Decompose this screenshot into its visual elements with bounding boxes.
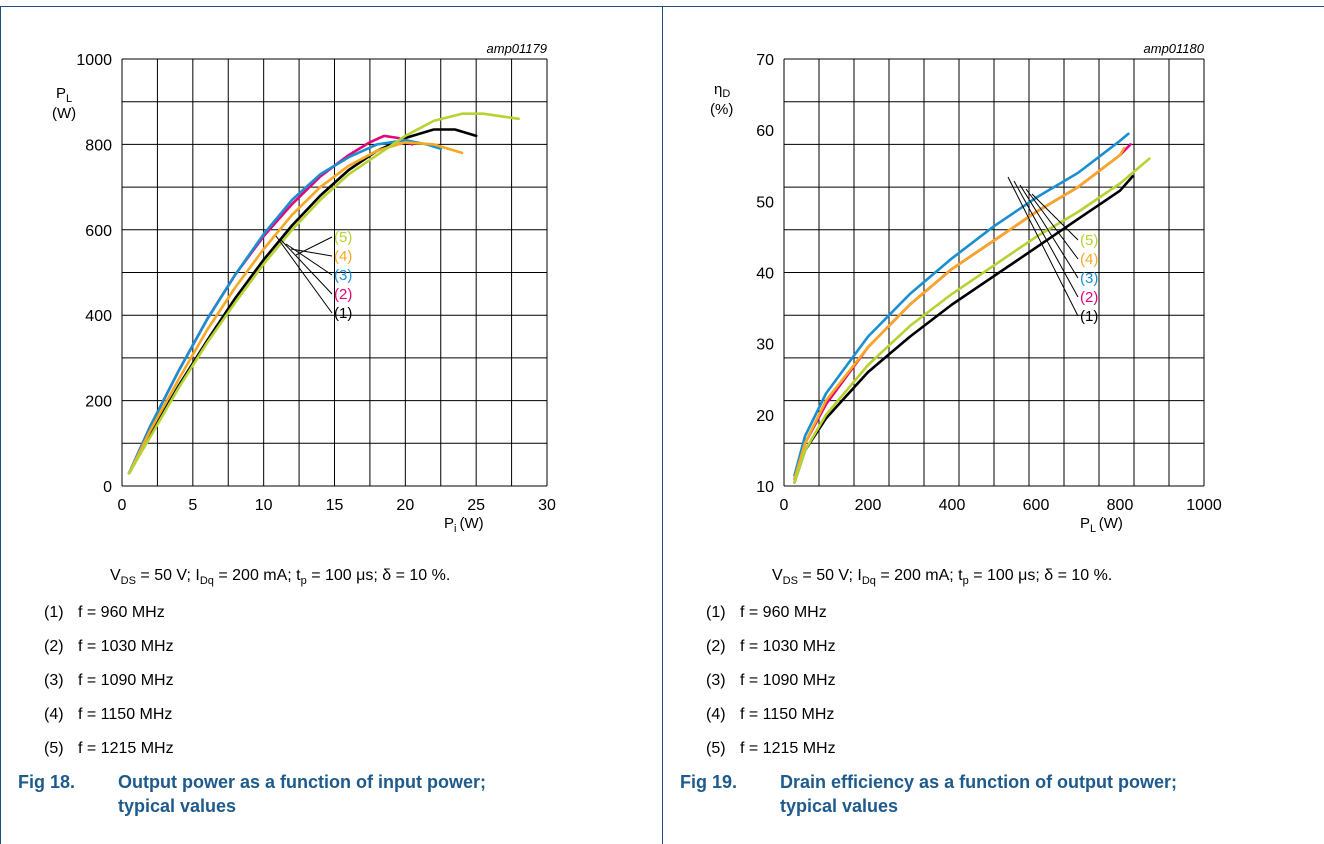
series-group [793, 132, 1151, 484]
y-tick-label: 600 [85, 223, 112, 240]
y-axis-unit: (%) [710, 101, 733, 118]
note-item: (4) f = 1150 MHz [44, 706, 173, 723]
y-tick-label: 200 [85, 394, 112, 411]
grid [783, 58, 1205, 487]
note-item: (5) f = 1215 MHz [706, 740, 836, 757]
x-tick-label: 30 [538, 497, 556, 514]
figure-18-panel: 0 5 10 15 20 25 30 0 200 400 600 800 1000 amp01179 PL(… [0, 0, 640, 844]
drain-efficiency-chart: 0 200 400 600 800 1000 10 20 30 40 50 60 70 amp01180 η… [710, 41, 1222, 535]
x-tick-label: 20 [396, 497, 414, 514]
curve-label: (2) [334, 286, 352, 303]
series-group [127, 112, 520, 475]
curve-leader-line [275, 235, 333, 314]
y-tick-label: 70 [756, 52, 774, 69]
series-line-4 [793, 146, 1126, 481]
curve-label: (4) [1080, 251, 1098, 268]
y-tick-label: 60 [756, 123, 774, 140]
x-axis-label: Pi (W) [444, 515, 484, 535]
curve-label: (1) [334, 305, 352, 322]
figure-18-caption: Fig 18. Output power as a function of in… [18, 770, 538, 818]
note-item: (4) f = 1150 MHz [706, 706, 835, 723]
curve-leader-line [1007, 176, 1079, 317]
y-tick-label: 400 [85, 308, 112, 325]
figure-number: Fig 19. [680, 772, 738, 792]
test-conditions: VDS = 50 V; IDq = 200 mA; tp = 100 μs; δ… [772, 567, 1113, 588]
x-tick-label: 1000 [1186, 497, 1222, 514]
y-tick-label: 20 [756, 408, 774, 425]
series-line-4 [127, 141, 464, 475]
y-axis-label: ηD [714, 81, 730, 100]
series-line-5 [793, 157, 1151, 484]
y-tick-label: 30 [756, 337, 774, 354]
series-line-5 [127, 112, 520, 475]
curve-label: (3) [1080, 270, 1098, 287]
x-tick-label: 600 [1023, 497, 1050, 514]
curve-leader-line [1013, 180, 1079, 298]
chart-id-label: amp01179 [487, 41, 547, 56]
series-line-1 [127, 128, 478, 475]
note-item: (3) f = 1090 MHz [44, 672, 174, 689]
y-tick-label: 800 [85, 137, 112, 154]
figure-title: Output power as a function of input powe… [118, 772, 486, 816]
series-line-1 [793, 175, 1134, 484]
figure-19-panel: 0 200 400 600 800 1000 10 20 30 40 50 60 70 amp01180 η… [662, 0, 1302, 844]
x-tick-label: 200 [855, 497, 882, 514]
x-tick-label: 15 [326, 497, 344, 514]
x-tick-label: 25 [467, 497, 485, 514]
note-item: (1) f = 960 MHz [44, 604, 165, 621]
x-tick-label: 0 [118, 497, 127, 514]
left-rule [0, 6, 1, 844]
center-divider [662, 6, 663, 844]
figure-19-caption: Fig 19. Drain efficiency as a function o… [680, 770, 1200, 818]
note-item: (1) f = 960 MHz [706, 604, 827, 621]
note-item: (2) f = 1030 MHz [706, 638, 836, 655]
curve-leader-line [1025, 188, 1079, 260]
test-conditions: VDS = 50 V; IDq = 200 mA; tp = 100 μs; δ… [110, 567, 451, 588]
output-power-chart: 0 5 10 15 20 25 3002004006008001000amp01179PL(… [52, 41, 556, 535]
curve-label: (5) [1080, 232, 1098, 249]
x-tick-label: 5 [188, 497, 197, 514]
y-tick-label: 10 [756, 479, 774, 496]
x-tick-label: 800 [1107, 497, 1134, 514]
curve-leader-line [1031, 193, 1079, 241]
curve-leader-line [295, 236, 333, 256]
frequency-notes: (1) f = 960 MHz (2) f = 1030 MHz (3) f = 10… [706, 603, 836, 773]
curve-label: (4) [334, 248, 352, 265]
series-line-3 [793, 132, 1130, 477]
y-axis-unit: (W) [52, 105, 76, 122]
x-tick-label: 10 [255, 497, 273, 514]
figure-title: Drain efficiency as a function of output… [780, 772, 1178, 816]
x-axis-label: PL (W) [1080, 515, 1123, 535]
chart-id-label: amp01180 [1144, 41, 1205, 56]
curve-label: (2) [1080, 289, 1098, 306]
note-item: (3) f = 1090 MHz [706, 672, 836, 689]
note-item: (5) f = 1215 MHz [44, 740, 174, 757]
curve-label: (1) [1080, 308, 1098, 325]
note-item: (2) f = 1030 MHz [44, 638, 174, 655]
y-tick-label: 50 [756, 194, 774, 211]
curve-leader-line [285, 243, 333, 276]
x-tick-label: 0 [780, 497, 789, 514]
frequency-notes: (1) f = 960 MHz (2) f = 1030 MHz (3) f = 10… [44, 603, 174, 773]
y-tick-label: 0 [103, 479, 112, 496]
x-tick-label: 400 [939, 497, 966, 514]
y-axis-label: PL [56, 85, 72, 105]
curve-leader-line [290, 248, 333, 257]
series-line-3 [127, 138, 443, 475]
y-tick-label: 40 [756, 266, 774, 283]
curve-label: (3) [334, 267, 352, 284]
figure-number: Fig 18. [18, 772, 76, 792]
curve-label: (5) [334, 229, 352, 246]
curve-leader-line [280, 239, 333, 295]
y-tick-label: 1000 [76, 52, 112, 69]
curve-leader-line [1019, 184, 1079, 279]
